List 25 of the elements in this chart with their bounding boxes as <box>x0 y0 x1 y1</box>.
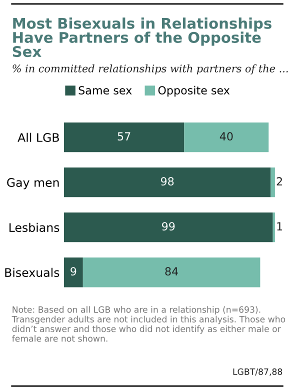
bar <box>64 212 273 242</box>
bar <box>184 122 269 152</box>
text: LGBT/87,88 <box>233 368 282 376</box>
chart-title: Most Bisexuals in Relationships Have Partners of the Opposite Sex <box>12 18 272 58</box>
text: Note: Based on all LGB who are in a relationship (n=693). Transgender adults are not included in this analysis. Those who didn’t answer and those who did not identify as either male or female are not shown. <box>12 306 286 342</box>
data-label: 99 <box>162 222 175 231</box>
data-label: 40 <box>220 132 233 141</box>
chart-subtitle: % in committed relationships with partners of the ... <box>12 64 288 74</box>
data-label: 9 <box>70 267 76 276</box>
bar <box>64 257 83 288</box>
y-tick-label: Bisexuals <box>5 268 60 277</box>
legend-label: Opposite sex <box>158 86 230 97</box>
data-label: 57 <box>118 132 130 141</box>
y-tick-label: Lesbians <box>10 222 60 232</box>
data-label: 1 <box>277 222 282 230</box>
bar <box>64 167 271 198</box>
bar <box>270 167 275 198</box>
y-tick-label: All LGB <box>18 132 59 142</box>
data-label: 98 <box>160 177 174 186</box>
legend-label: Same sex <box>78 86 132 95</box>
bar <box>64 122 184 152</box>
data-label: 2 <box>276 177 282 186</box>
y-tick-label: Gay men <box>7 178 59 190</box>
bar <box>82 257 260 288</box>
data-label: 84 <box>165 267 178 276</box>
